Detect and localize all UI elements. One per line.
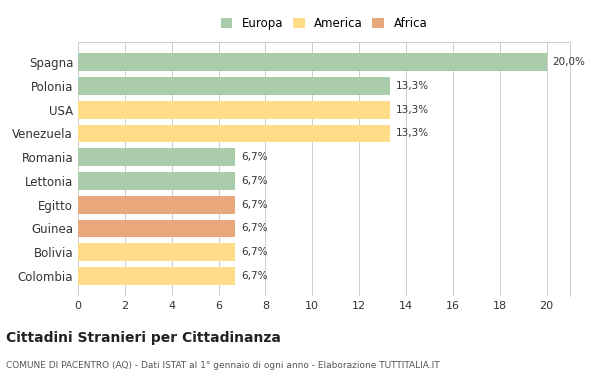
Bar (78, 172, 235, 190)
Bar (78, 148, 235, 166)
Legend: Europa, America, Africa: Europa, America, Africa (216, 12, 432, 35)
Bar (78, 77, 389, 95)
Text: Cittadini Stranieri per Cittadinanza: Cittadini Stranieri per Cittadinanza (6, 331, 281, 345)
Text: 13,3%: 13,3% (395, 128, 428, 138)
Text: COMUNE DI PACENTRO (AQ) - Dati ISTAT al 1° gennaio di ogni anno - Elaborazione T: COMUNE DI PACENTRO (AQ) - Dati ISTAT al … (6, 361, 440, 370)
Text: 6,7%: 6,7% (241, 247, 268, 257)
Text: 6,7%: 6,7% (241, 176, 268, 186)
Bar (78, 125, 389, 142)
Text: 6,7%: 6,7% (241, 271, 268, 281)
Bar (78, 243, 235, 261)
Bar (78, 220, 235, 238)
Text: 20,0%: 20,0% (553, 57, 586, 67)
Bar (78, 101, 389, 119)
Text: 6,7%: 6,7% (241, 200, 268, 210)
Text: 13,3%: 13,3% (395, 105, 428, 115)
Text: 6,7%: 6,7% (241, 223, 268, 233)
Bar (78, 53, 547, 71)
Text: 6,7%: 6,7% (241, 152, 268, 162)
Bar (78, 267, 235, 285)
Text: 13,3%: 13,3% (395, 81, 428, 91)
Bar (78, 196, 235, 214)
